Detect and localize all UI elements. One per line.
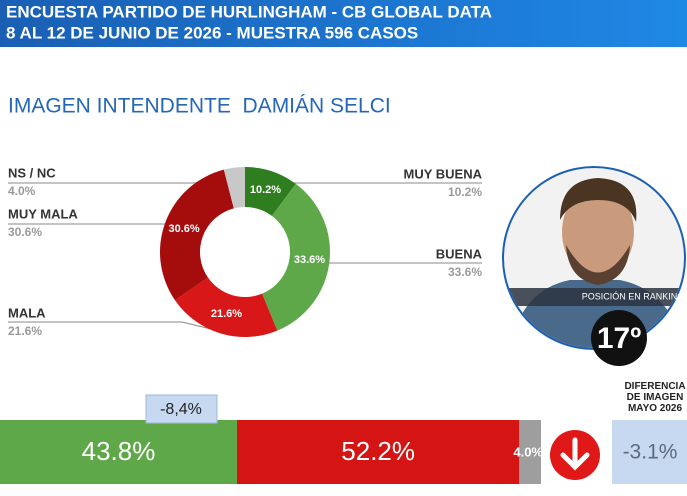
summary-bar: 43.8% 52.2% 4.0% -8,4% [0, 394, 543, 484]
slice-label: 30.6% [169, 223, 200, 235]
header-line2: 8 AL 12 DE JUNIO DE 2026 - MUESTRA 596 C… [6, 23, 418, 42]
header-line1: ENCUESTA PARTIDO DE HURLINGHAM - CB GLOB… [6, 2, 492, 21]
legend-value: 33.6% [448, 265, 482, 279]
bar-segment [236, 420, 520, 484]
chart-title: IMAGEN INTENDENTE DAMIÁN SELCI [8, 95, 391, 118]
bar-label: 4.0% [513, 444, 543, 459]
bar-segment [0, 420, 237, 484]
change-box [612, 420, 687, 484]
donut-slice [174, 277, 278, 338]
gap-box [145, 394, 218, 424]
change-label-box: DIFERENCIA DE IMAGEN MAYO 2026 [624, 381, 686, 414]
legend-value: 21.6% [8, 324, 42, 338]
ranking-label: POSICIÓN EN RANKING [582, 291, 685, 301]
ranking-badge [591, 310, 647, 366]
change-value: -3.1% [623, 441, 678, 464]
header-bar [0, 0, 687, 47]
down-arrow [550, 430, 600, 480]
legend-name: MALA [8, 305, 46, 320]
portrait [502, 166, 686, 350]
bar-label: 43.8% [82, 436, 156, 466]
legend-value: 30.6% [8, 225, 42, 239]
ranking-value: 17º [597, 322, 641, 355]
donut-slice [245, 167, 296, 216]
donut-slice [223, 167, 245, 209]
bar-label: 52.2% [341, 436, 415, 466]
bar-segment [519, 420, 541, 484]
legend-name: BUENA [436, 246, 483, 261]
donut-slice [262, 183, 330, 331]
slice-label: 10.2% [250, 184, 281, 196]
legend-name: MUY BUENA [404, 166, 483, 181]
change-label: DIFERENCIA DE IMAGEN MAYO 2026 [624, 381, 686, 414]
donut-slice [159, 169, 234, 301]
legend-name: NS / NC [8, 165, 56, 180]
slice-label: 21.6% [211, 308, 242, 320]
gap-value: -8,4% [160, 401, 202, 418]
slice-label: 33.6% [294, 254, 325, 266]
legend-value: 4.0% [8, 184, 36, 198]
legend-name: MUY MALA [8, 206, 78, 221]
donut: 10.2% 33.6% 21.6% 30.6% [159, 167, 330, 338]
legend-value: 10.2% [448, 185, 482, 199]
